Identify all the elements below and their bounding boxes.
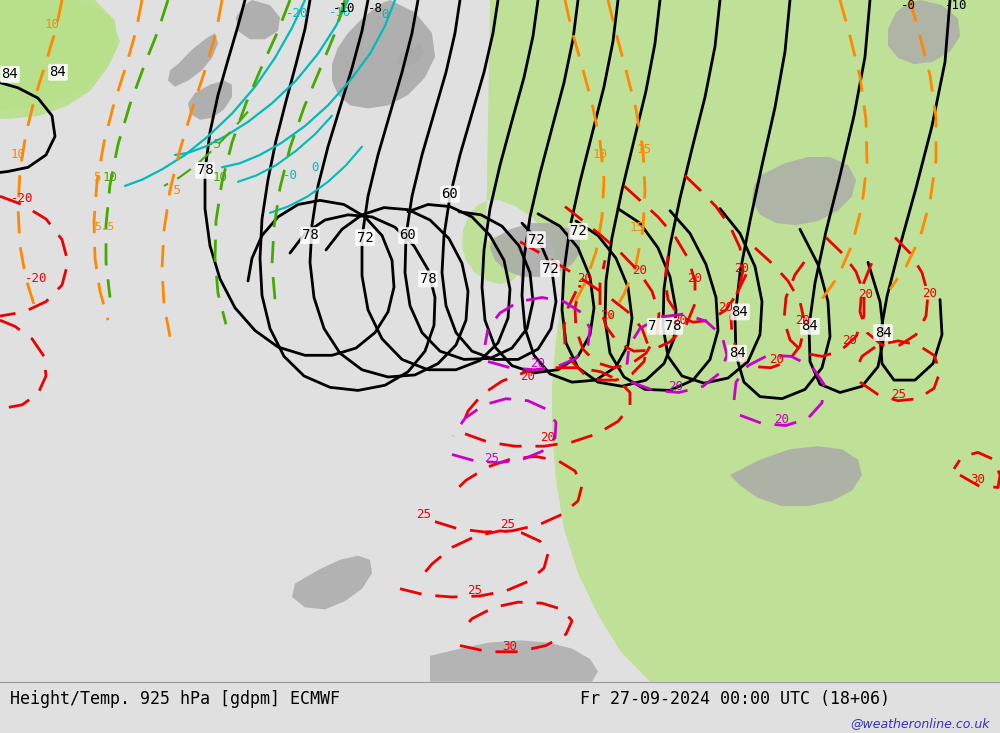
Text: 60: 60 bbox=[400, 229, 416, 243]
Text: 5.5: 5.5 bbox=[94, 222, 114, 232]
Text: 20: 20 bbox=[540, 432, 556, 444]
Polygon shape bbox=[292, 556, 372, 609]
Text: 25: 25 bbox=[484, 452, 500, 465]
Text: -10: -10 bbox=[329, 6, 351, 19]
Text: 7 78: 7 78 bbox=[648, 320, 682, 334]
Polygon shape bbox=[396, 43, 424, 66]
Text: 10: 10 bbox=[212, 171, 228, 184]
Text: -0: -0 bbox=[900, 0, 916, 12]
Polygon shape bbox=[332, 0, 435, 108]
Text: 84: 84 bbox=[802, 320, 818, 334]
Text: 84: 84 bbox=[875, 325, 891, 339]
Text: 15: 15 bbox=[630, 221, 644, 234]
Text: 25: 25 bbox=[416, 508, 432, 521]
Text: 20: 20 bbox=[842, 334, 858, 347]
Text: -20: -20 bbox=[25, 273, 47, 285]
Text: 10: 10 bbox=[44, 18, 60, 32]
Text: 84: 84 bbox=[732, 305, 748, 319]
Text: 0: 0 bbox=[311, 161, 319, 174]
Text: 20: 20 bbox=[770, 353, 784, 366]
Text: -10: -10 bbox=[333, 1, 355, 15]
Polygon shape bbox=[0, 0, 120, 119]
Polygon shape bbox=[490, 223, 580, 277]
Text: 20: 20 bbox=[688, 273, 702, 285]
Text: -5: -5 bbox=[207, 138, 222, 151]
Text: @weatheronline.co.uk: @weatheronline.co.uk bbox=[850, 718, 990, 730]
Text: -0: -0 bbox=[283, 169, 298, 182]
Text: 84: 84 bbox=[729, 346, 745, 360]
Text: 20: 20 bbox=[796, 314, 810, 327]
Text: -20: -20 bbox=[286, 7, 308, 20]
Polygon shape bbox=[430, 641, 598, 682]
Text: 20: 20 bbox=[718, 301, 734, 314]
Text: 20: 20 bbox=[633, 264, 648, 277]
Polygon shape bbox=[462, 0, 1000, 682]
Text: 10: 10 bbox=[592, 148, 608, 161]
Polygon shape bbox=[888, 0, 960, 64]
Text: 20: 20 bbox=[578, 273, 592, 285]
Text: 78: 78 bbox=[302, 229, 318, 243]
Polygon shape bbox=[236, 0, 280, 40]
Text: 25: 25 bbox=[892, 388, 906, 401]
Text: 20: 20 bbox=[922, 287, 938, 300]
Text: 84: 84 bbox=[50, 65, 66, 79]
Text: 15: 15 bbox=[637, 143, 652, 156]
Text: 10: 10 bbox=[10, 148, 26, 161]
Text: 84: 84 bbox=[2, 67, 18, 81]
Text: 20: 20 bbox=[858, 288, 874, 301]
Text: 78: 78 bbox=[420, 272, 436, 286]
Text: 20: 20 bbox=[672, 314, 688, 327]
Text: 72: 72 bbox=[528, 232, 544, 246]
Text: 5: 5 bbox=[93, 171, 101, 184]
Text: 72: 72 bbox=[570, 224, 586, 238]
Text: 20: 20 bbox=[530, 357, 546, 370]
Text: 30: 30 bbox=[503, 640, 518, 653]
Text: -5: -5 bbox=[166, 183, 182, 196]
Polygon shape bbox=[0, 0, 118, 111]
Text: 25: 25 bbox=[468, 584, 482, 597]
Text: 0: 0 bbox=[381, 8, 389, 21]
Text: 20: 20 bbox=[774, 413, 790, 426]
Text: 60: 60 bbox=[442, 187, 458, 201]
Text: 20: 20 bbox=[668, 380, 684, 393]
Text: Fr 27-09-2024 00:00 UTC (18+06): Fr 27-09-2024 00:00 UTC (18+06) bbox=[580, 690, 890, 708]
Polygon shape bbox=[188, 81, 232, 119]
Text: 20: 20 bbox=[734, 262, 750, 275]
Text: 20: 20 bbox=[520, 370, 536, 383]
Text: 72: 72 bbox=[542, 262, 558, 276]
Text: -8: -8 bbox=[368, 1, 382, 15]
Text: -20: -20 bbox=[11, 192, 33, 205]
Polygon shape bbox=[730, 446, 862, 506]
Text: Height/Temp. 925 hPa [gdpm] ECMWF: Height/Temp. 925 hPa [gdpm] ECMWF bbox=[10, 690, 340, 708]
Text: 72: 72 bbox=[357, 231, 373, 245]
Polygon shape bbox=[752, 157, 856, 225]
Text: 78: 78 bbox=[197, 163, 213, 177]
Text: 10: 10 bbox=[103, 171, 118, 184]
Text: 20: 20 bbox=[600, 309, 616, 322]
Text: -10: -10 bbox=[945, 0, 967, 12]
Text: 25: 25 bbox=[501, 518, 516, 531]
Text: 30: 30 bbox=[970, 473, 986, 486]
Polygon shape bbox=[168, 33, 218, 86]
